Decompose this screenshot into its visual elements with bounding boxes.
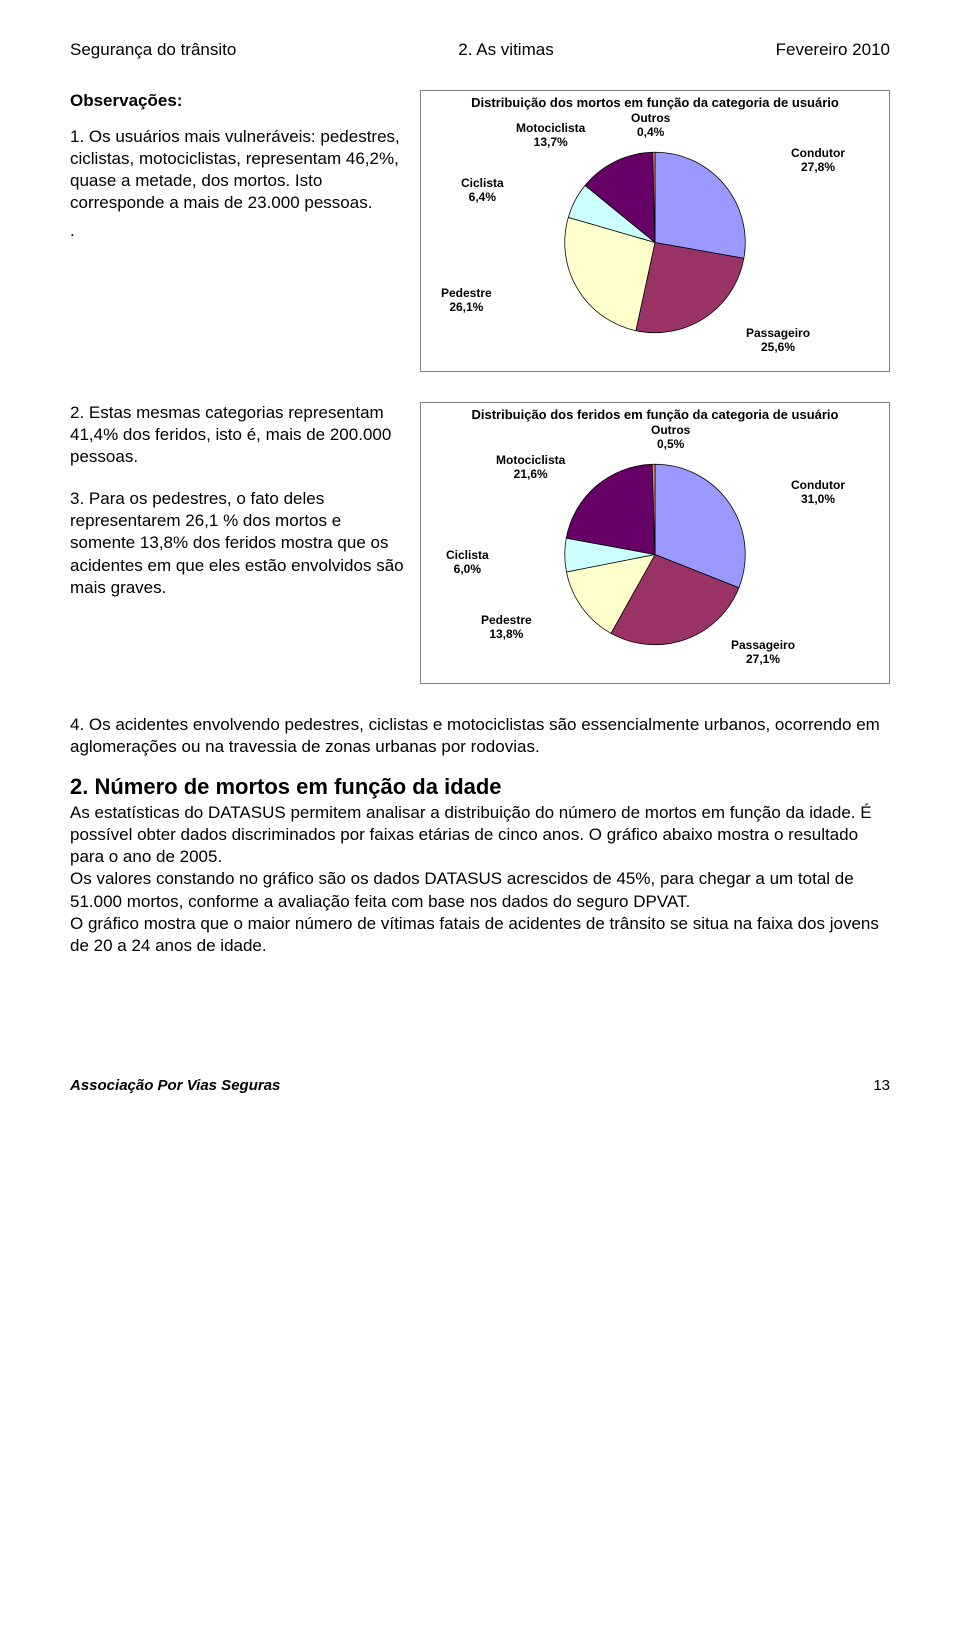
pie-label-condutor: Condutor31,0% (791, 478, 845, 507)
chart-feridos: Distribuição dos feridos em função da ca… (420, 402, 890, 684)
pie-label-motociclista: Motociclista21,6% (496, 453, 565, 482)
section-obs-chart1: Observações: 1. Os usuários mais vulnerá… (70, 90, 890, 372)
pie-label-passageiro: Passageiro25,6% (746, 326, 810, 355)
footer-assoc: Associação Por Vias Seguras (70, 1077, 280, 1094)
pie-label-pedestre: Pedestre26,1% (441, 286, 492, 315)
pie-label-motociclista: Motociclista13,7% (516, 121, 585, 150)
pie-label-outros: Outros0,5% (651, 423, 690, 452)
page-footer: Associação Por Vias Seguras 13 (70, 1077, 890, 1094)
pie-label-pedestre: Pedestre13,8% (481, 613, 532, 642)
chart2-title: Distribuição dos feridos em função da ca… (421, 403, 889, 422)
obs-dot: . (70, 220, 410, 242)
pie-slice-motociclista (566, 464, 655, 554)
section2-body: As estatísticas do DATASUS permitem anal… (70, 802, 890, 957)
chart1-pie (560, 148, 750, 343)
header-right: Fevereiro 2010 (776, 40, 890, 60)
section-obs-chart2: 2. Estas mesmas categorias representam 4… (70, 402, 890, 684)
obs-title: Observações: (70, 91, 182, 110)
page-header: Segurança do trânsito 2. As vitimas Feve… (70, 40, 890, 60)
observations-text: Observações: 1. Os usuários mais vulnerá… (70, 90, 420, 243)
observations-text-2: 2. Estas mesmas categorias representam 4… (70, 402, 420, 599)
obs-3: 3. Para os pedestres, o fato deles repre… (70, 488, 410, 598)
pie-label-condutor: Condutor27,8% (791, 146, 845, 175)
obs-1: 1. Os usuários mais vulneráveis: pedestr… (70, 126, 410, 214)
pie-slice-condutor (655, 152, 745, 258)
chart2-pie (560, 460, 750, 655)
header-center: 2. As vitimas (458, 40, 553, 60)
footer-pagenum: 13 (873, 1077, 890, 1094)
pie-label-passageiro: Passageiro27,1% (731, 638, 795, 667)
pie-label-outros: Outros0,4% (631, 111, 670, 140)
chart1-title: Distribuição dos mortos em função da cat… (421, 91, 889, 110)
header-left: Segurança do trânsito (70, 40, 236, 60)
obs-2: 2. Estas mesmas categorias representam 4… (70, 402, 410, 468)
pie-label-ciclista: Ciclista6,0% (446, 548, 489, 577)
chart-mortos: Distribuição dos mortos em função da cat… (420, 90, 890, 372)
section2-title: 2. Número de mortos em função da idade (70, 774, 890, 800)
obs-4: 4. Os acidentes envolvendo pedestres, ci… (70, 714, 890, 758)
pie-label-ciclista: Ciclista6,4% (461, 176, 504, 205)
